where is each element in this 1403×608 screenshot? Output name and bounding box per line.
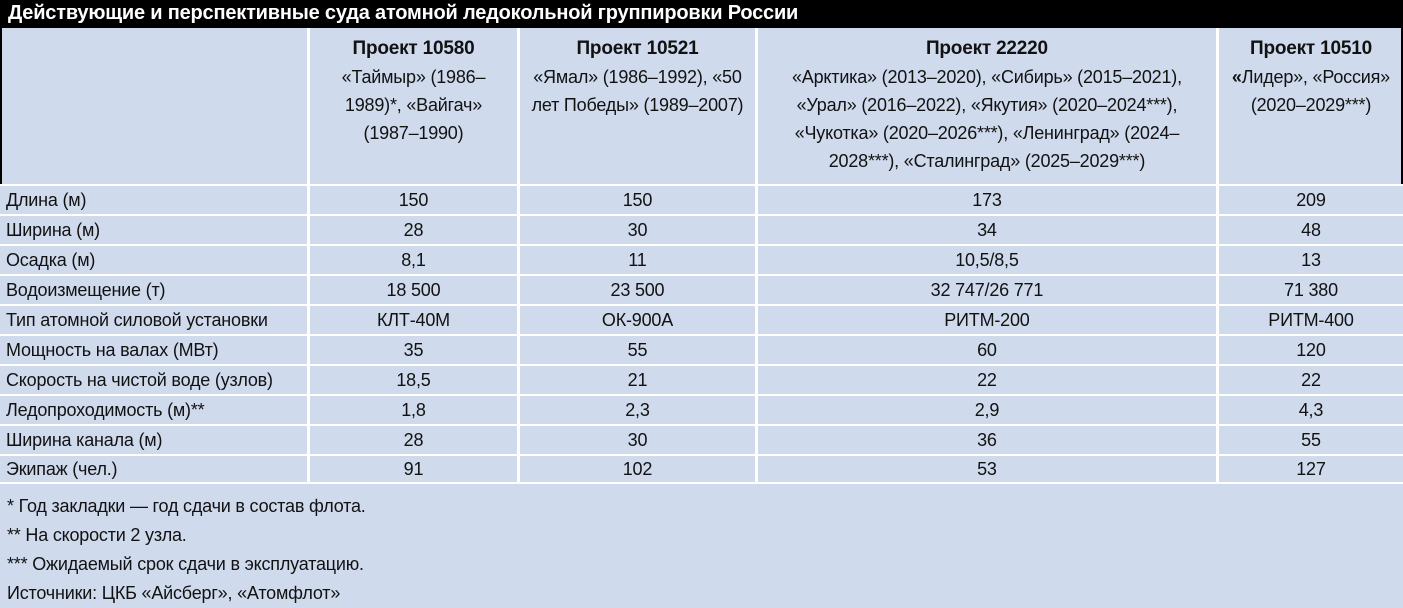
cell-value: 22 xyxy=(754,364,1216,394)
cell-value: 102 xyxy=(516,454,755,484)
cell-value: РИТМ-200 xyxy=(754,304,1216,334)
sources-line: Источники: ЦКБ «Айсберг», «Атомфлот» xyxy=(7,583,341,603)
table-header: Проект 10580 «Таймыр» (1986–1989)*, «Вай… xyxy=(0,28,1403,184)
column-header-project-22220: Проект 22220 «Арктика» (2013–2020), «Сиб… xyxy=(754,28,1216,184)
table-row-length: Длина (м) 150 150 173 209 xyxy=(0,184,1403,214)
column-header-project-10521: Проект 10521 «Ямал» (1986–1992), «50 лет… xyxy=(516,28,755,184)
cell-value: 120 xyxy=(1215,334,1403,364)
cell-value: 34 xyxy=(754,214,1216,244)
row-label: Скорость на чистой воде (узлов) xyxy=(0,364,307,394)
cell-value: 36 xyxy=(754,424,1216,454)
table-row-reactor-type: Тип атомной силовой установки КЛТ-40М ОК… xyxy=(0,304,1403,334)
row-label: Длина (м) xyxy=(0,184,307,214)
table-row-speed: Скорость на чистой воде (узлов) 18,5 21 … xyxy=(0,364,1403,394)
footnote-laying-year: * Год закладки — год сдачи в состав флот… xyxy=(7,496,366,516)
icebreakers-table: Проект 10580 «Таймыр» (1986–1989)*, «Вай… xyxy=(0,28,1403,484)
cell-value: 71 380 xyxy=(1215,274,1403,304)
project-name: Проект 10580 xyxy=(352,38,475,59)
project-name: Проект 10521 xyxy=(576,38,699,59)
cell-value: 10,5/8,5 xyxy=(754,244,1216,274)
cell-value: КЛТ-40М xyxy=(306,304,517,334)
cell-value: 173 xyxy=(754,184,1216,214)
cell-value: 91 xyxy=(306,454,517,484)
row-label: Тип атомной силовой установки xyxy=(0,304,307,334)
cell-value: 2,9 xyxy=(754,394,1216,424)
corner-cell xyxy=(0,28,307,184)
cell-value: 30 xyxy=(516,424,755,454)
project-ships: «Лидер», «Россия» (2020–2029***) xyxy=(1231,67,1390,115)
cell-value: ОК-900А xyxy=(516,304,755,334)
project-name: Проект 10510 xyxy=(1249,38,1372,59)
cell-value: 22 xyxy=(1215,364,1403,394)
cell-value: 23 500 xyxy=(516,274,755,304)
bold-quote-mark: « xyxy=(1231,67,1242,87)
cell-value: 150 xyxy=(516,184,755,214)
footnote-expected-delivery: *** Ожидаемый срок сдачи в эксплуатацию. xyxy=(7,554,364,574)
project-ships: «Таймыр» (1986–1989)*, «Вайгач» (1987–19… xyxy=(341,67,486,143)
cell-value: 13 xyxy=(1215,244,1403,274)
cell-value: 48 xyxy=(1215,214,1403,244)
cell-value: 55 xyxy=(1215,424,1403,454)
table-body: Длина (м) 150 150 173 209 Ширина (м) 28 … xyxy=(0,184,1403,484)
left-border-line xyxy=(0,0,2,184)
project-ships: «Арктика» (2013–2020), «Сибирь» (2015–20… xyxy=(791,67,1182,171)
table-row-displacement: Водоизмещение (т) 18 500 23 500 32 747/2… xyxy=(0,274,1403,304)
header-row: Проект 10580 «Таймыр» (1986–1989)*, «Вай… xyxy=(0,28,1403,184)
row-label: Мощность на валах (МВт) xyxy=(0,334,307,364)
cell-value: 55 xyxy=(516,334,755,364)
page-title: Действующие и перспективные суда атомной… xyxy=(8,2,799,24)
cell-value: 18 500 xyxy=(306,274,517,304)
table-row-channel-width: Ширина канала (м) 28 30 36 55 xyxy=(0,424,1403,454)
cell-value: 28 xyxy=(306,214,517,244)
cell-value: 18,5 xyxy=(306,364,517,394)
footnotes-block: * Год закладки — год сдачи в состав флот… xyxy=(0,484,1403,608)
cell-value: 60 xyxy=(754,334,1216,364)
project-name: Проект 22220 xyxy=(925,38,1048,59)
cell-value: 4,3 xyxy=(1215,394,1403,424)
cell-value: 30 xyxy=(516,214,755,244)
row-label: Водоизмещение (т) xyxy=(0,274,307,304)
footnote-speed-2-knots: ** На скорости 2 узла. xyxy=(7,525,187,545)
cell-value: 21 xyxy=(516,364,755,394)
table-row-crew: Экипаж (чел.) 91 102 53 127 xyxy=(0,454,1403,484)
row-label: Ледопроходимость (м)** xyxy=(0,394,307,424)
cell-value: 11 xyxy=(516,244,755,274)
right-border-line xyxy=(1401,0,1403,184)
table-row-draft: Осадка (м) 8,1 11 10,5/8,5 13 xyxy=(0,244,1403,274)
row-label: Ширина канала (м) xyxy=(0,424,307,454)
cell-value: 32 747/26 771 xyxy=(754,274,1216,304)
project-ships: «Ямал» (1986–1992), «50 лет Победы» (198… xyxy=(531,67,744,115)
cell-value: 2,3 xyxy=(516,394,755,424)
table-row-ice-capability: Ледопроходимость (м)** 1,8 2,3 2,9 4,3 xyxy=(0,394,1403,424)
cell-value: 35 xyxy=(306,334,517,364)
table-row-beam: Ширина (м) 28 30 34 48 xyxy=(0,214,1403,244)
cell-value: 1,8 xyxy=(306,394,517,424)
table-row-shaft-power: Мощность на валах (МВт) 35 55 60 120 xyxy=(0,334,1403,364)
column-header-project-10580: Проект 10580 «Таймыр» (1986–1989)*, «Вай… xyxy=(306,28,517,184)
cell-value: 8,1 xyxy=(306,244,517,274)
column-header-project-10510: Проект 10510 «Лидер», «Россия» (2020–202… xyxy=(1215,28,1403,184)
row-label: Ширина (м) xyxy=(0,214,307,244)
table-title-bar: Действующие и перспективные суда атомной… xyxy=(0,0,1403,28)
row-label: Осадка (м) xyxy=(0,244,307,274)
cell-value: 53 xyxy=(754,454,1216,484)
cell-value: 209 xyxy=(1215,184,1403,214)
cell-value: РИТМ-400 xyxy=(1215,304,1403,334)
cell-value: 127 xyxy=(1215,454,1403,484)
row-label: Экипаж (чел.) xyxy=(0,454,307,484)
cell-value: 28 xyxy=(306,424,517,454)
cell-value: 150 xyxy=(306,184,517,214)
